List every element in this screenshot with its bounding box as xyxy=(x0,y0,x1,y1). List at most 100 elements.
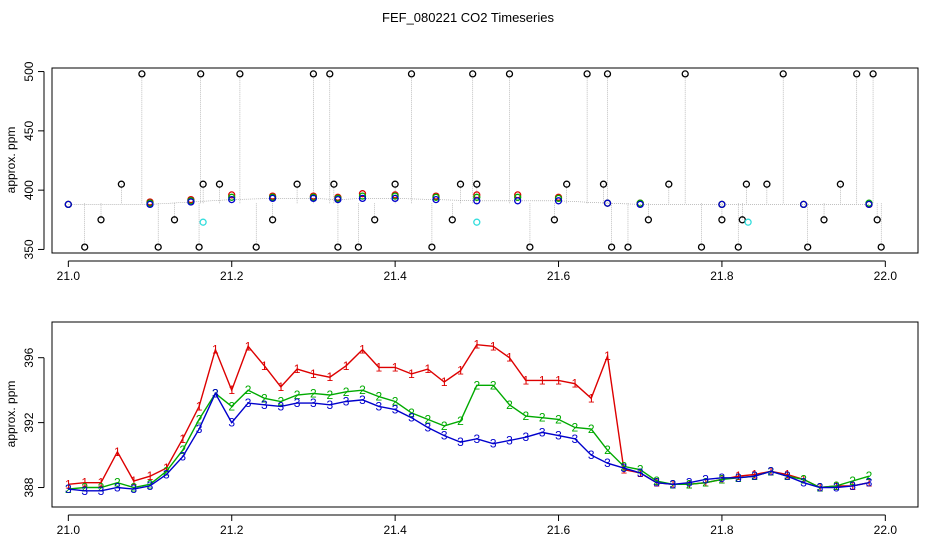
series-3-label: 3 xyxy=(424,421,431,435)
series-1-label: 1 xyxy=(245,339,252,353)
series-2-label: 2 xyxy=(147,477,154,491)
point-series-3 xyxy=(869,70,877,78)
point-series-3 xyxy=(138,70,146,78)
point-series-3 xyxy=(469,70,477,78)
series-3-label: 3 xyxy=(65,482,72,496)
series-2-label: 2 xyxy=(572,421,579,435)
point-series-3 xyxy=(836,180,845,188)
point-series-2 xyxy=(358,194,367,203)
series-1-label: 1 xyxy=(866,476,873,490)
point-series-0 xyxy=(358,190,367,198)
y-tick-label: 500 xyxy=(22,61,36,81)
series-2-label: 2 xyxy=(130,481,137,495)
series-2-label: 2 xyxy=(114,476,121,490)
series-2-label: 2 xyxy=(506,398,513,412)
panel-top-marks xyxy=(64,70,885,251)
series-3-label: 3 xyxy=(473,432,480,446)
point-series-3 xyxy=(550,216,559,224)
point-series-3 xyxy=(563,180,571,188)
series-3-label: 3 xyxy=(768,464,775,478)
series-3-label: 3 xyxy=(457,435,464,449)
series-3-label: 3 xyxy=(392,403,399,417)
series-3-label: 3 xyxy=(343,395,350,409)
point-series-3 xyxy=(583,70,591,78)
series-3-label: 3 xyxy=(604,456,611,470)
point-series-3 xyxy=(603,70,612,78)
point-series-3 xyxy=(873,216,881,224)
line-series-3 xyxy=(68,391,870,492)
series-2-label: 2 xyxy=(800,472,807,486)
series-2-label: 2 xyxy=(866,469,873,483)
series-2-label: 2 xyxy=(555,412,562,426)
series-3-label: 3 xyxy=(408,411,415,425)
line-series-1 xyxy=(68,343,870,489)
series-2-label: 2 xyxy=(588,422,595,436)
point-series-1 xyxy=(473,193,481,201)
series-1-label: 1 xyxy=(179,432,186,446)
point-series-3 xyxy=(742,180,751,188)
x-tick-label: 22.0 xyxy=(874,269,898,283)
series-1-label: 1 xyxy=(326,370,333,384)
chart-title: FEF_080221 CO2 Timeseries xyxy=(382,10,554,25)
series-3-label: 3 xyxy=(735,471,742,485)
point-series-2 xyxy=(514,197,522,205)
series-2-label: 2 xyxy=(637,463,644,477)
point-series-3 xyxy=(268,216,277,224)
series-3-label: 3 xyxy=(294,396,301,410)
point-series-3 xyxy=(599,180,608,188)
point-series-2 xyxy=(309,194,318,203)
point-series-3 xyxy=(330,180,338,188)
series-3-label: 3 xyxy=(637,466,644,480)
series-2-label: 2 xyxy=(457,414,464,428)
point-series-1 xyxy=(391,192,399,200)
series-3-label: 3 xyxy=(130,482,137,496)
point-series-1 xyxy=(358,192,367,200)
series-2-label: 2 xyxy=(408,406,415,420)
panel-top: approx. ppm 21.0 21.2 21.4 21.6 21.8 22.0 350 4… xyxy=(4,61,919,283)
series-2-label: 2 xyxy=(719,472,726,486)
series-3-label: 3 xyxy=(817,481,824,495)
series-2-label: 2 xyxy=(326,388,333,402)
series-3-label: 3 xyxy=(375,399,382,413)
point-series-2 xyxy=(228,195,236,204)
point-series-3 xyxy=(853,70,861,78)
x-tick-label: 21.2 xyxy=(220,523,244,537)
series-3-label: 3 xyxy=(196,422,203,436)
point-series-3 xyxy=(644,216,653,224)
point-series-2 xyxy=(334,195,342,204)
y-tick-label: 396 xyxy=(22,347,36,367)
series-1-label: 1 xyxy=(392,360,399,374)
x-tick-label: 21.6 xyxy=(547,269,571,283)
panel-bottom-frame xyxy=(51,321,919,508)
series-3-label: 3 xyxy=(81,484,88,498)
series-2-label: 2 xyxy=(833,479,840,493)
point-series-2 xyxy=(432,195,440,204)
series-1-label: 1 xyxy=(359,343,366,357)
point-series-2 xyxy=(268,194,277,203)
series-3-label: 3 xyxy=(588,448,595,462)
point-series-2 xyxy=(636,200,644,209)
point-series-3 xyxy=(526,243,534,251)
series-3-label: 3 xyxy=(310,396,317,410)
point-series-3 xyxy=(456,180,465,188)
series-3-label: 3 xyxy=(114,481,121,495)
series-2-label: 2 xyxy=(490,378,497,392)
point-series-1 xyxy=(554,194,563,203)
point-series-1 xyxy=(514,193,522,201)
series-3-label: 3 xyxy=(506,434,513,448)
point-series-3 xyxy=(252,243,260,251)
y-tick-label: 350 xyxy=(22,239,36,259)
point-series-4 xyxy=(744,218,752,226)
series-3-label: 3 xyxy=(179,450,186,464)
point-series-1 xyxy=(228,193,236,201)
point-series-3 xyxy=(354,243,363,251)
series-1-label: 1 xyxy=(555,373,562,387)
series-2-label: 2 xyxy=(163,464,170,478)
series-2-label: 2 xyxy=(604,443,611,457)
series-1-label: 1 xyxy=(522,373,529,387)
series-3-label: 3 xyxy=(670,477,677,491)
series-3-label: 3 xyxy=(686,476,693,490)
series-1-label: 1 xyxy=(572,377,579,391)
series-3-label: 3 xyxy=(228,416,235,430)
